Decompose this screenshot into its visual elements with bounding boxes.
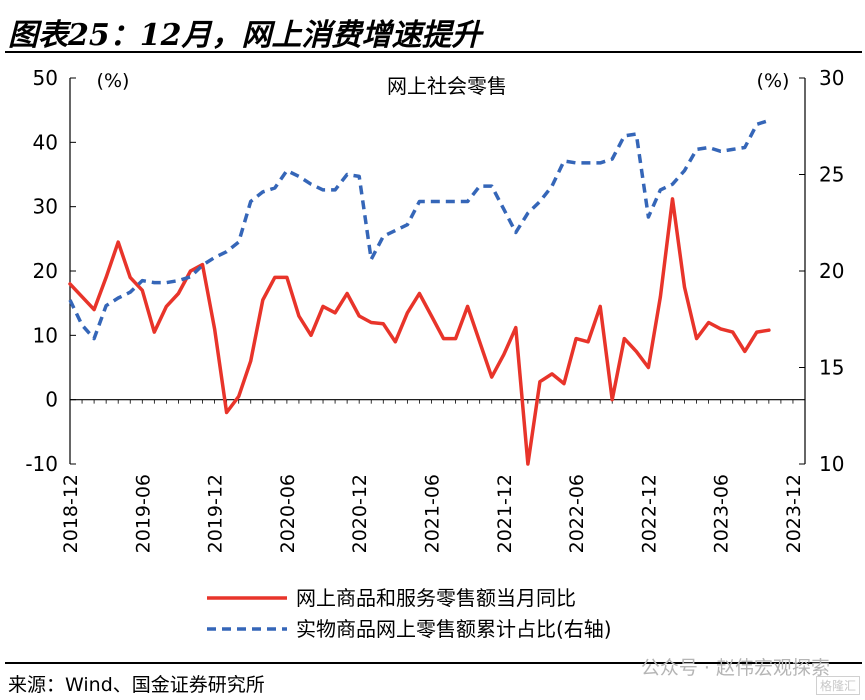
x-tick-label: 2023-12 [783,474,805,553]
right-tick-label: 25 [819,163,844,187]
series-line-2 [68,118,770,341]
left-tick-label: 10 [33,323,58,347]
x-tick-label: 2021-06 [421,474,443,553]
x-tick-label: 2019-12 [205,474,227,553]
legend-label-1: 网上商品和服务零售额当月同比 [296,586,576,610]
right-tick-label: 10 [819,452,844,476]
right-tick-label: 15 [819,356,844,380]
x-tick-label: 2020-06 [277,474,299,553]
x-tick-label: 2020-12 [349,474,371,553]
right-tick-label: 30 [819,66,844,90]
left-tick-label: 0 [45,388,58,412]
right-axis-unit: (%) [757,70,790,92]
right-tick-label: 20 [819,259,844,283]
figure-header: 图表25：12月，网上消费增速提升 [8,18,482,53]
x-tick-label: 2019-06 [132,474,154,553]
x-tick-label: 2022-06 [566,474,588,553]
header-divider [5,51,862,53]
x-tick-label: 2021-12 [494,474,516,553]
left-tick-label: 40 [33,130,58,154]
watermark-badge: 格隆汇 [815,676,860,695]
footer-divider [5,662,862,664]
left-tick-label: 30 [33,195,58,219]
left-tick-label: -10 [25,452,58,476]
left-tick-label: 20 [33,259,58,283]
watermark-text: 公众号 · 赵伟宏观探索 [640,657,830,679]
chart-series [68,118,771,466]
left-tick-label: 50 [33,66,58,90]
x-tick-label: 2022-12 [638,474,660,553]
chart-title: 网上社会零售 [387,74,507,98]
chart-axes: -10 0 10 20 30 40 50 10 15 20 25 30 2018-12 2019-06 20… [25,66,844,553]
x-tick-label: 2023-06 [711,474,733,553]
left-axis-unit: (%) [97,70,130,92]
legend-label-2: 实物商品网上零售额累计占比(右轴) [296,617,612,641]
series-line-1 [68,197,771,466]
x-tick-label: 2018-12 [60,474,82,553]
source-note: 来源：Wind、国金证券研究所 [8,674,265,696]
